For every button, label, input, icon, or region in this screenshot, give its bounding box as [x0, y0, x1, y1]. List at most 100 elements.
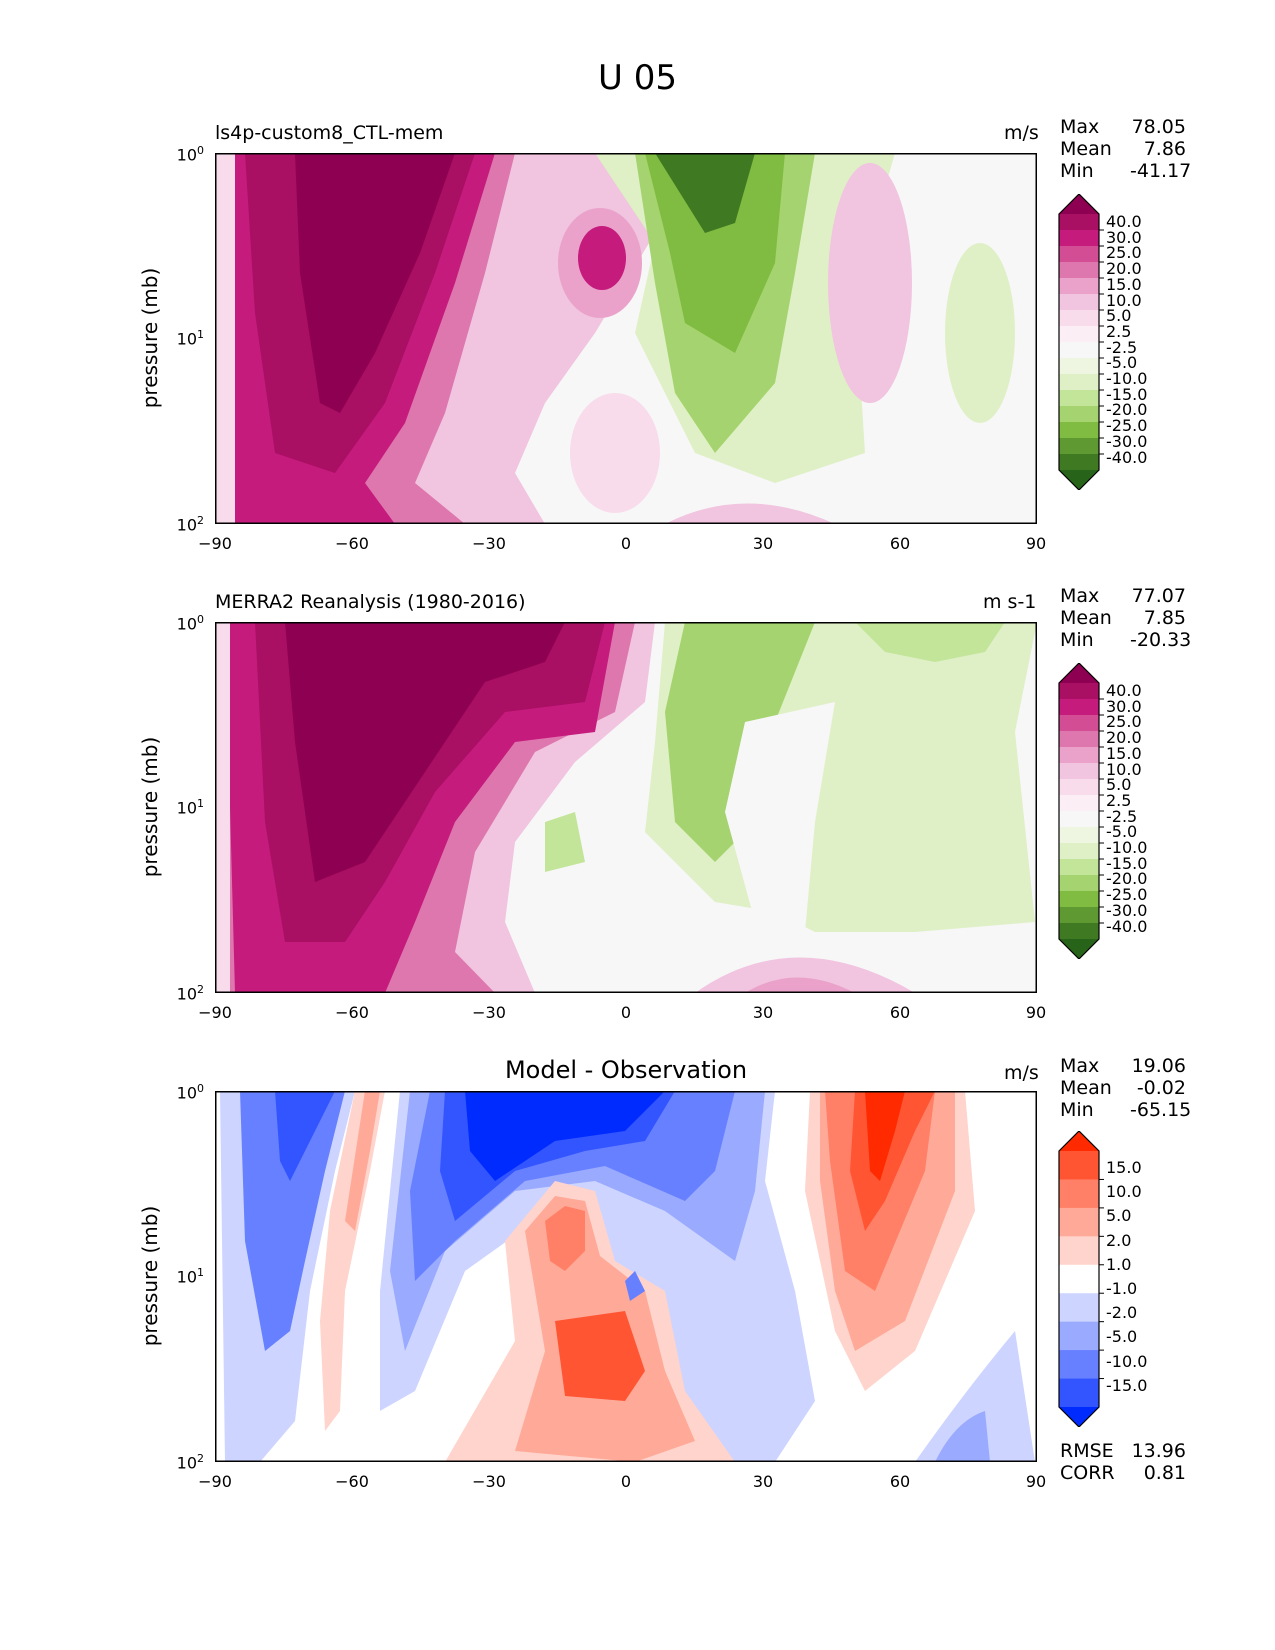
colorbar-label: 10.0	[1106, 759, 1142, 779]
colorbar-label: -2.5	[1106, 337, 1138, 357]
panel-2-field	[215, 622, 1037, 993]
colorbar-segment	[1059, 827, 1099, 844]
colorbar-segment	[1059, 1378, 1099, 1408]
colorbar-segment	[1059, 1350, 1099, 1380]
colorbar-label: -40.0	[1106, 447, 1148, 467]
panel-3-units: m/s	[1004, 1062, 1039, 1084]
colorbar-segment	[1059, 843, 1099, 860]
colorbar-segment	[1059, 214, 1099, 231]
colorbar-segment	[1059, 1321, 1099, 1351]
panel-2-ytick-label: 102	[176, 983, 204, 1004]
panel-1-ylabel: pressure (mb)	[138, 267, 162, 409]
colorbar-label: -15.0	[1106, 1375, 1148, 1395]
colorbar-label: 30.0	[1106, 696, 1142, 716]
colorbar-segment	[1059, 779, 1099, 796]
panel-2-stat-min-value: -20.33	[1130, 629, 1192, 651]
colorbar-label: 10.0	[1106, 1182, 1142, 1202]
panel-3-stat-min-value: -65.15	[1130, 1099, 1192, 1121]
colorbar-segment	[1059, 246, 1099, 263]
colorbar-segment	[1059, 715, 1099, 732]
panel-3-plot	[215, 1091, 1037, 1462]
panel-3-xtick-label: −90	[198, 1472, 232, 1491]
colorbar-label: -10.0	[1106, 1351, 1148, 1371]
colorbar-segment	[1059, 891, 1099, 908]
colorbar-segment	[1059, 358, 1099, 375]
panel-2-stat-min-label: Min	[1060, 629, 1094, 651]
colorbar-segment	[1059, 294, 1099, 311]
colorbar-label: -20.0	[1106, 869, 1148, 889]
colorbar-segment	[1059, 374, 1099, 391]
panel-3-rmse-label: RMSE	[1060, 1440, 1114, 1462]
colorbar-label: 25.0	[1106, 712, 1142, 732]
colorbar-label: 25.0	[1106, 243, 1142, 263]
panel-1-title: ls4p-custom8_CTL-mem	[215, 122, 444, 144]
colorbar-label: -30.0	[1106, 431, 1148, 451]
panel-3-rmse-value: 13.96	[1131, 1440, 1186, 1462]
colorbar-segment	[1059, 326, 1099, 343]
colorbar-segment	[1059, 310, 1099, 327]
colorbar-segment	[1059, 438, 1099, 455]
colorbar-segment	[1059, 923, 1099, 940]
colorbar-segment	[1059, 683, 1099, 700]
panel-3-xtick-label: −60	[335, 1472, 369, 1491]
colorbar-segment	[1059, 1207, 1099, 1237]
panel-1-stat-min-value: -41.17	[1130, 160, 1192, 182]
figure-title: U 05	[598, 58, 677, 98]
panel-2-stat-max-label: Max	[1060, 585, 1100, 607]
colorbar-extend-min	[1059, 1407, 1099, 1427]
colorbar-label: 30.0	[1106, 227, 1142, 247]
colorbar-outline	[1058, 663, 1100, 959]
panel-1-stat-mean-value: 7.86	[1143, 138, 1186, 160]
panel-1-xtick-label: 0	[620, 534, 632, 553]
panel-1-xtick-label: 30	[752, 534, 774, 553]
colorbar-label: 1.0	[1106, 1254, 1132, 1274]
panel-2-xtick-label: 30	[752, 1003, 774, 1022]
colorbar-segment	[1059, 859, 1099, 876]
colorbar-label: -40.0	[1106, 916, 1148, 936]
panel-1-xtick-label: −60	[335, 534, 369, 553]
colorbar-label: 20.0	[1106, 728, 1142, 748]
panel-3-stat-min-label: Min	[1060, 1099, 1094, 1121]
colorbar-label: 5.0	[1106, 306, 1132, 326]
panel-1-xtick-label: 60	[889, 534, 911, 553]
colorbar-label: 15.0	[1106, 274, 1142, 294]
colorbar-segment	[1059, 907, 1099, 924]
colorbar-extend-max	[1059, 1131, 1099, 1151]
panel-3-xtick-label: 30	[752, 1472, 774, 1491]
panel-1-ytick-label: 102	[176, 514, 204, 535]
colorbar-label: -25.0	[1106, 885, 1148, 905]
colorbar-segment	[1059, 747, 1099, 764]
panel-3-ytick-label: 101	[176, 1266, 204, 1287]
colorbar-segment	[1059, 454, 1099, 471]
panel-2-xtick-label: 60	[889, 1003, 911, 1022]
colorbar-segment	[1059, 422, 1099, 439]
colorbar-label: -20.0	[1106, 400, 1148, 420]
colorbar-label: 2.5	[1106, 321, 1132, 341]
panel-3-ylabel: pressure (mb)	[138, 1205, 162, 1347]
colorbar-label: 5.0	[1106, 1206, 1132, 1226]
colorbar-segment	[1059, 230, 1099, 247]
panel-2-frame	[215, 622, 1037, 993]
panel-3-stat-max-value: 19.06	[1131, 1055, 1186, 1077]
colorbar-label: -1.0	[1106, 1279, 1138, 1298]
panel-3-xtick-label: 60	[889, 1472, 911, 1491]
colorbar-label: -5.0	[1106, 822, 1138, 842]
panel-3-ytick-label: 100	[176, 1082, 204, 1103]
colorbar-segment	[1059, 875, 1099, 892]
panel-1-field	[215, 153, 1037, 524]
colorbar-label: 15.0	[1106, 1158, 1142, 1177]
panel-3-colorbar	[1058, 1131, 1104, 1427]
colorbar-extend-max	[1059, 194, 1099, 214]
colorbar-segment	[1059, 262, 1099, 279]
colorbar-segment	[1059, 811, 1099, 828]
panel-2-units: m s-1	[983, 591, 1037, 613]
panel-3-corr-value: 0.81	[1143, 1462, 1186, 1484]
colorbar-label: 40.0	[1106, 212, 1142, 231]
colorbar-label: 20.0	[1106, 259, 1142, 279]
panel-3-stat-mean-value: -0.02	[1136, 1077, 1186, 1099]
colorbar-extend-max	[1059, 663, 1099, 683]
panel-2-plot	[215, 622, 1037, 993]
panel-1-stat-mean-label: Mean	[1060, 138, 1112, 160]
panel-1-stat-min-label: Min	[1060, 160, 1094, 182]
panel-1-xtick-label: −90	[198, 534, 232, 553]
